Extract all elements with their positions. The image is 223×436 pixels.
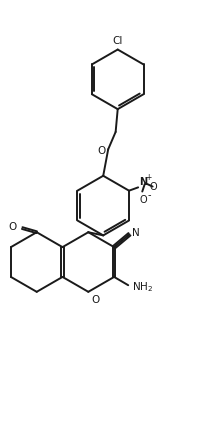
Text: +: + (146, 173, 152, 181)
Text: Cl: Cl (113, 36, 123, 46)
Text: N: N (139, 177, 147, 187)
Text: NH$_2$: NH$_2$ (132, 280, 153, 294)
Text: O: O (139, 195, 147, 205)
Text: O: O (8, 222, 17, 232)
Text: -: - (148, 190, 151, 200)
Text: O: O (149, 182, 157, 192)
Text: N: N (132, 228, 139, 238)
Text: O: O (97, 146, 105, 157)
Text: O: O (92, 295, 100, 305)
